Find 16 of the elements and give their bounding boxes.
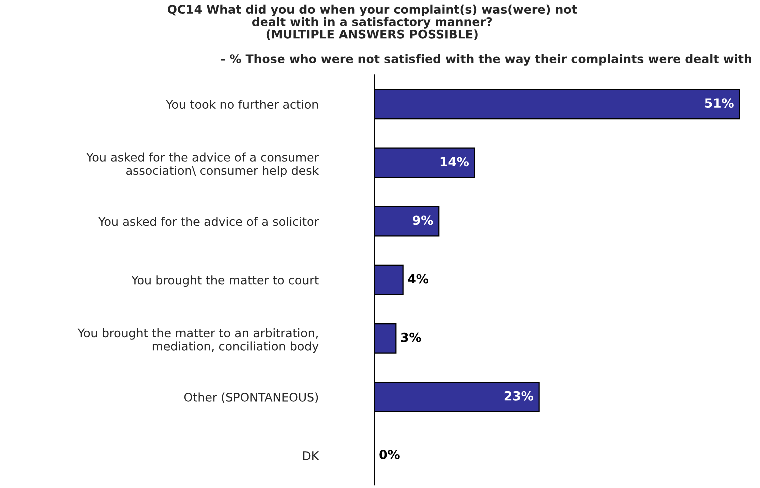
y-tick-label: You asked for the advice of a consumer association\ consumer help desk	[86, 152, 320, 178]
data-label: 4%	[408, 274, 429, 284]
data-label: 3%	[401, 332, 422, 342]
chart-title: QC14 What did you do when your complaint(s) was(were) not dealt with in a satisfactory manner? (MULTIPLE ANSWERS POSSIBLE)	[168, 4, 578, 40]
data-label: 23%	[504, 391, 534, 401]
y-tick-label: You brought the matter to court	[132, 276, 319, 288]
data-label: 51%	[705, 98, 734, 108]
y-tick-label: You brought the matter to an arbitration, mediation, conciliation body	[78, 328, 319, 354]
y-tick-label: DK	[303, 452, 320, 460]
data-label: 14%	[440, 157, 470, 167]
y-tick-label: You took no further action	[166, 100, 318, 110]
data-label: 9%	[413, 216, 434, 226]
y-tick-label: Other (SPONTANEOUS)	[184, 392, 318, 404]
data-label: 0%	[380, 450, 400, 460]
chart-subtitle: - % Those who were not satisfied with the way their complaints were dealt with	[221, 54, 752, 66]
y-tick-label: You asked for the advice of a solicitor	[98, 217, 320, 226]
